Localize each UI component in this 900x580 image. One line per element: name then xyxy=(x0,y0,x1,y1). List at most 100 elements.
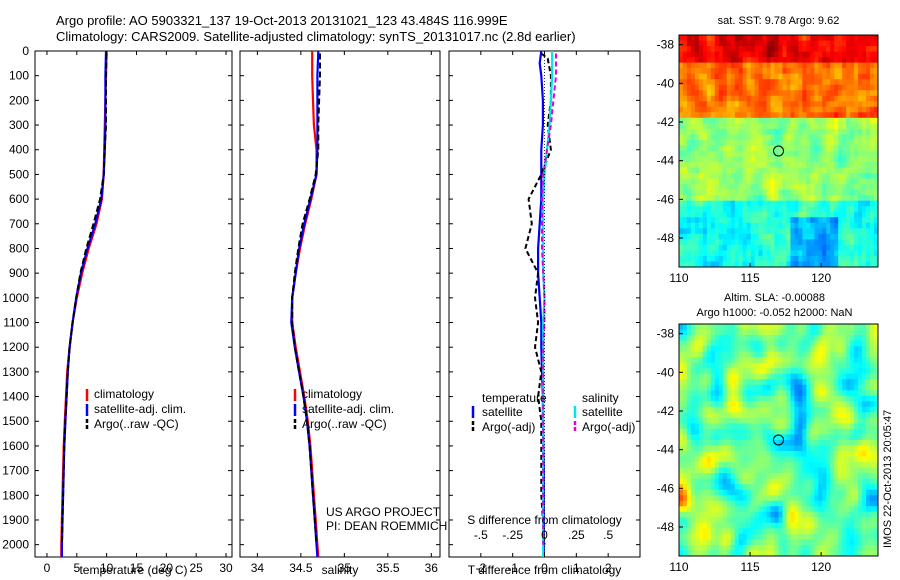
map-cell xyxy=(810,373,815,380)
map-cell xyxy=(846,423,851,430)
map-cell xyxy=(758,145,764,152)
map-cell xyxy=(846,90,851,97)
map-cell xyxy=(730,261,736,267)
map-cell xyxy=(726,406,732,413)
map-cell xyxy=(718,95,724,102)
map-cell xyxy=(750,139,756,147)
map-cell xyxy=(826,362,831,369)
map-cell xyxy=(850,255,855,263)
map-cell xyxy=(706,500,712,507)
map-cell xyxy=(834,373,839,380)
map-cell xyxy=(866,428,871,436)
map-cell xyxy=(702,500,708,507)
map-cell xyxy=(734,451,740,458)
map-cell xyxy=(706,162,712,169)
map-cell xyxy=(690,90,696,97)
map-cell xyxy=(862,106,867,113)
map-cell xyxy=(750,445,756,452)
map-cell xyxy=(822,489,827,496)
map-cell xyxy=(686,117,692,124)
map-cell xyxy=(750,189,756,196)
map-cell xyxy=(718,200,724,207)
map-cell xyxy=(846,434,851,441)
map-cell xyxy=(750,134,756,141)
map-cell xyxy=(834,167,839,174)
map-cell xyxy=(842,167,847,174)
map-cell xyxy=(738,35,744,42)
map-cell xyxy=(710,406,716,413)
map-cell xyxy=(798,217,803,224)
map-cell xyxy=(702,346,708,353)
map-cell xyxy=(722,533,728,541)
map-cell xyxy=(822,156,827,163)
map-cell xyxy=(754,417,760,425)
map-cell xyxy=(730,239,736,246)
map-cell xyxy=(822,522,827,529)
map-cell xyxy=(694,357,700,364)
map-cell xyxy=(738,368,744,375)
map-cell xyxy=(746,324,752,331)
map-cell xyxy=(710,495,716,502)
map-cell xyxy=(722,84,728,91)
map-cell xyxy=(758,239,764,246)
map-cell xyxy=(862,173,867,180)
map-cell xyxy=(802,434,807,441)
map-cell xyxy=(738,462,744,469)
map-cell xyxy=(758,178,764,185)
map-cell xyxy=(778,351,784,358)
map-cell xyxy=(766,134,772,141)
map-cell xyxy=(790,195,796,202)
map-cell xyxy=(858,51,863,58)
map-cell xyxy=(738,195,744,202)
map-cell xyxy=(686,151,692,158)
map-cell xyxy=(706,145,712,152)
map-cell xyxy=(782,139,788,147)
map-cell xyxy=(806,379,811,386)
map-cell xyxy=(826,217,831,224)
map-cell xyxy=(806,440,811,447)
map-cell xyxy=(806,151,811,158)
map-y-tick-label: -40 xyxy=(657,76,675,90)
map-cell xyxy=(686,346,692,353)
map-cell xyxy=(698,417,704,425)
map-cell xyxy=(866,123,871,130)
map-cell xyxy=(834,434,839,441)
map-cell xyxy=(874,412,878,419)
map-cell xyxy=(770,151,776,158)
y-tick-label: 400 xyxy=(9,143,29,157)
map-cell xyxy=(714,478,720,485)
map-cell xyxy=(679,500,684,507)
map-cell xyxy=(778,250,784,257)
map-cell xyxy=(854,239,859,246)
map-cell xyxy=(714,173,720,180)
map-cell xyxy=(694,445,700,452)
map-cell xyxy=(838,357,843,364)
map-cell xyxy=(754,128,760,136)
sst-map-frame xyxy=(678,34,879,268)
map-cell xyxy=(746,373,752,380)
map-cell xyxy=(758,95,764,102)
map-cell xyxy=(842,40,847,47)
map-cell xyxy=(838,195,843,202)
map-cell xyxy=(746,384,752,391)
map-cell xyxy=(750,417,756,425)
map-cell xyxy=(686,217,692,224)
map-cell xyxy=(846,473,851,480)
map-cell xyxy=(702,324,708,331)
map-cell xyxy=(850,528,855,535)
map-cell xyxy=(726,139,732,147)
map-cell xyxy=(798,362,803,369)
map-cell xyxy=(866,167,871,174)
map-cell xyxy=(694,35,700,42)
map-cell xyxy=(818,211,823,218)
map-cell xyxy=(874,40,878,47)
map-cell xyxy=(794,417,799,425)
map-cell xyxy=(694,173,700,180)
map-cell xyxy=(738,233,744,240)
map-cell xyxy=(758,117,764,124)
map-cell xyxy=(774,68,780,75)
map-cell xyxy=(870,222,875,229)
map-cell xyxy=(734,35,740,42)
map-cell xyxy=(702,440,708,447)
map-cell xyxy=(682,445,688,452)
